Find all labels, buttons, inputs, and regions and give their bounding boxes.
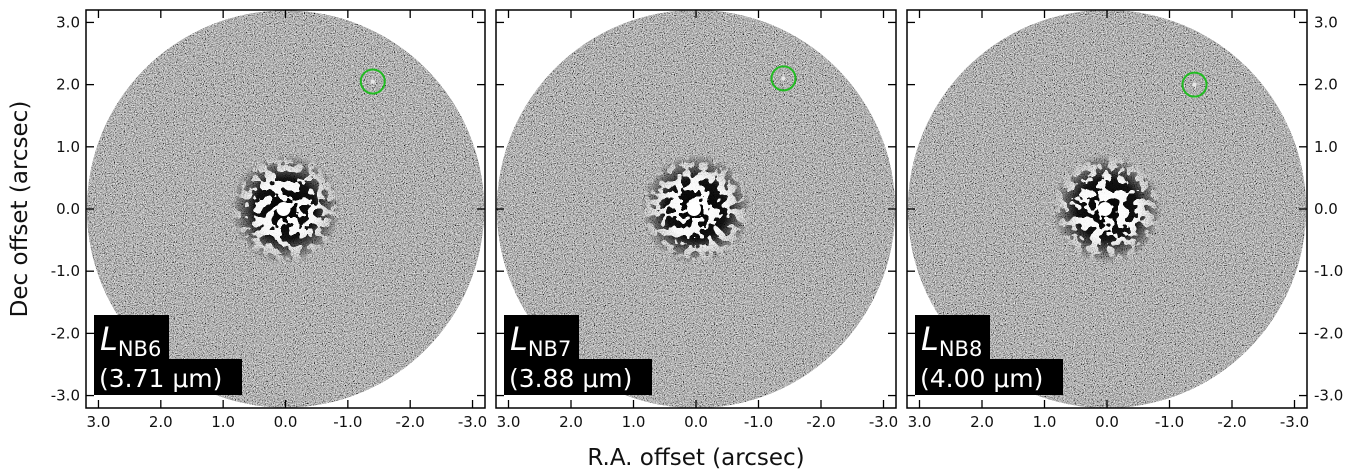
star-core — [687, 202, 701, 216]
x-tick-label: -2.0 — [396, 413, 425, 431]
x-tick-label: 3.0 — [908, 413, 932, 431]
x-tick-label: -3.0 — [458, 413, 487, 431]
x-axis-title: R.A. offset (arcsec) — [587, 445, 804, 471]
x-tick-label: -3.0 — [1280, 413, 1309, 431]
band-label: LNB6 — [100, 320, 161, 361]
x-tick-label: -1.0 — [744, 413, 773, 431]
y-axis-title: Dec offset (arcsec) — [7, 101, 33, 318]
x-tick-label: 1.0 — [622, 413, 646, 431]
companion-point — [781, 76, 786, 81]
band-label: LNB7 — [510, 320, 571, 361]
y-tick-label-right: 2.0 — [1314, 76, 1338, 94]
band-label-box — [504, 315, 579, 359]
x-tick-label: 1.0 — [211, 413, 235, 431]
star-core — [276, 202, 291, 216]
y-tick-label-left: 3.0 — [56, 13, 80, 31]
x-tick-label: 3.0 — [87, 413, 111, 431]
x-tick-label: 2.0 — [559, 413, 583, 431]
band-label-box — [915, 315, 990, 359]
x-tick-label: -2.0 — [806, 413, 835, 431]
x-tick-label: 1.0 — [1033, 413, 1057, 431]
y-tick-label-left: -2.0 — [51, 324, 80, 342]
x-tick-label: 3.0 — [497, 413, 521, 431]
companion-point — [1192, 82, 1197, 87]
x-tick-label: 0.0 — [1095, 413, 1119, 431]
panel-3 — [906, 9, 1308, 409]
companion-point — [370, 79, 375, 84]
y-tick-label-left: 2.0 — [56, 76, 80, 94]
y-tick-label-left: -1.0 — [51, 262, 80, 280]
wavelength-label: (3.88 μm) — [509, 364, 632, 393]
wavelength-label: (4.00 μm) — [920, 364, 1043, 393]
x-tick-label: 2.0 — [970, 413, 994, 431]
companion-marker — [359, 68, 386, 95]
y-tick-label-right: 1.0 — [1314, 138, 1338, 156]
panel-1 — [85, 9, 486, 409]
y-tick-label-right: -2.0 — [1314, 324, 1343, 342]
y-tick-label-left: 1.0 — [56, 138, 80, 156]
x-tick-label: -2.0 — [1217, 413, 1246, 431]
x-tick-label: 0.0 — [684, 413, 708, 431]
wavelength-label-box — [504, 359, 652, 395]
wavelength-label-box — [915, 359, 1063, 395]
companion-marker — [770, 65, 797, 92]
y-tick-label-right: -3.0 — [1314, 387, 1343, 405]
band-label: LNB8 — [921, 320, 982, 361]
x-tick-label: 2.0 — [149, 413, 173, 431]
y-tick-label-right: 3.0 — [1314, 13, 1338, 31]
y-tick-label-left: 0.0 — [56, 200, 80, 218]
y-tick-label-right: -1.0 — [1314, 262, 1343, 280]
star-core — [1098, 202, 1112, 216]
x-tick-label: -1.0 — [1155, 413, 1184, 431]
wavelength-label: (3.71 μm) — [99, 364, 222, 393]
x-tick-label: -1.0 — [333, 413, 362, 431]
band-label-box — [94, 315, 169, 359]
y-tick-label-left: -3.0 — [51, 387, 80, 405]
wavelength-label-box — [94, 359, 242, 395]
x-tick-label: 0.0 — [274, 413, 298, 431]
y-tick-label-right: 0.0 — [1314, 200, 1338, 218]
companion-marker — [1181, 71, 1208, 98]
x-tick-label: -3.0 — [869, 413, 898, 431]
panel-2 — [495, 9, 897, 409]
